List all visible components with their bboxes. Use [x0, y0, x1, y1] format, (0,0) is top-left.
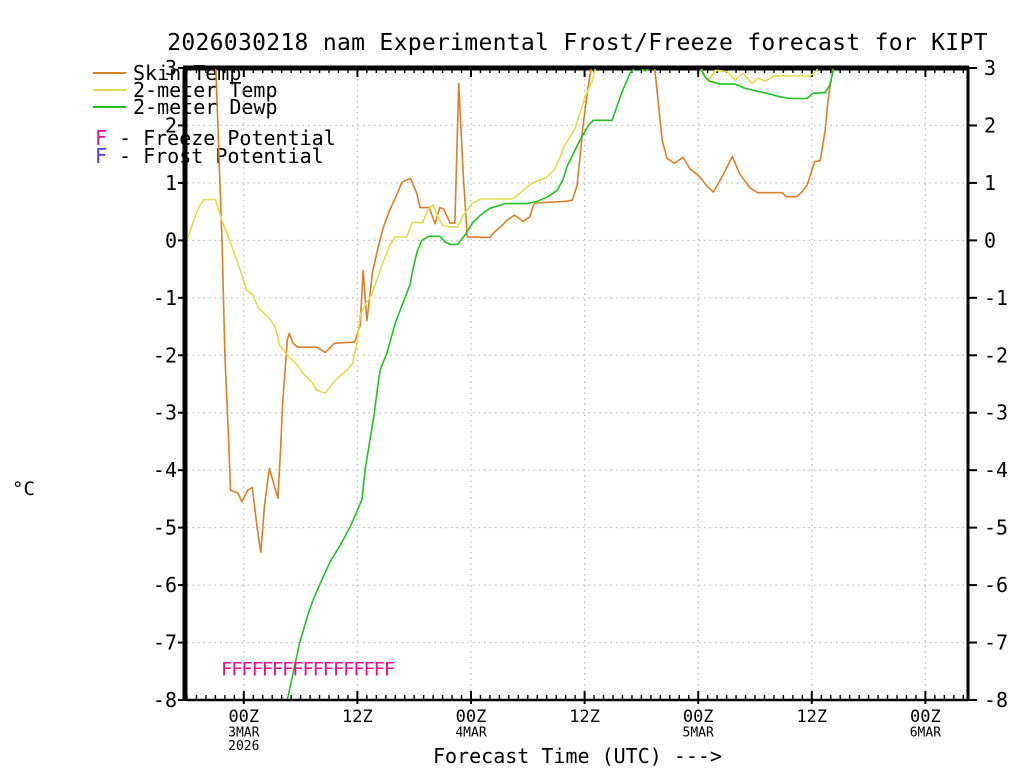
- x-tick-label: 00Z: [683, 707, 714, 727]
- freeze-potential-marker: F: [252, 658, 263, 680]
- y-tick-label-right: -6: [984, 573, 1008, 597]
- 2m-dewp-line-swatch: [93, 106, 126, 108]
- y-tick-label-left: -4: [153, 458, 177, 482]
- y-tick-label-right: 2: [984, 113, 996, 137]
- 2m-temp-line-swatch: [93, 89, 126, 91]
- legend-item-2m-temp: 2-meter Temp: [93, 78, 278, 102]
- y-tick-label-left: 0: [165, 228, 177, 252]
- freeze-potential-marker: F: [323, 658, 334, 680]
- legend-item-2m-dewp: 2-meter Dewp: [93, 95, 278, 119]
- x-tick-label: 00Z: [910, 707, 941, 727]
- y-tick-label-left: -6: [153, 573, 177, 597]
- legend-label: Freeze Potential: [143, 126, 336, 150]
- x-tick-label: 12Z: [569, 707, 600, 727]
- skin-temp-line-swatch: [93, 72, 126, 74]
- legend-label: 2-meter Temp: [133, 78, 278, 102]
- y-axis-unit-label: °C: [12, 478, 35, 500]
- y-tick-label-right: -2: [984, 343, 1008, 367]
- freeze-potential-marker: F: [353, 658, 364, 680]
- y-tick-label-right: -4: [984, 458, 1008, 482]
- freeze-potential-marker: F: [333, 658, 344, 680]
- freeze-potential-marker-glyph: F: [95, 126, 108, 150]
- y-tick-label-left: -7: [153, 631, 177, 655]
- y-tick-label-right: 1: [984, 171, 996, 195]
- freeze-potential-marker: F: [262, 658, 273, 680]
- y-tick-label-right: -1: [984, 286, 1008, 310]
- freeze-potential-marker: F: [231, 658, 242, 680]
- y-tick-label-right: -7: [984, 631, 1008, 655]
- freeze-potential-marker: F: [292, 658, 303, 680]
- freeze-potential-marker: F: [374, 658, 385, 680]
- y-tick-label-right: -3: [984, 401, 1008, 425]
- freeze-potential-marker: F: [282, 658, 293, 680]
- freeze-potential-marker: F: [302, 658, 313, 680]
- freeze-potential-marker: F: [241, 658, 252, 680]
- x-tick-label: 5MAR: [683, 726, 714, 741]
- y-tick-label-left: -2: [153, 343, 177, 367]
- y-tick-label-right: -5: [984, 516, 1008, 540]
- legend-label: 2-meter Dewp: [133, 95, 278, 119]
- x-tick-label: 12Z: [796, 707, 827, 727]
- x-tick-label: 6MAR: [910, 726, 941, 741]
- y-tick-label-left: -8: [153, 688, 177, 712]
- legend-label: Frost Potential: [143, 144, 324, 168]
- legend-item-frost-potential: F- Frost Potential: [95, 144, 324, 168]
- y-tick-label-left: -5: [153, 516, 177, 540]
- y-tick-label-left: 3: [165, 56, 177, 80]
- freeze-potential-marker: F: [221, 658, 232, 680]
- x-axis-title: Forecast Time (UTC) --->: [433, 744, 722, 768]
- y-tick-label-right: -8: [984, 688, 1008, 712]
- x-tick-label: 2026: [228, 739, 259, 754]
- freeze-potential-marker: F: [384, 658, 395, 680]
- x-tick-label: 3MAR: [228, 726, 259, 741]
- y-tick-label-right: 0: [984, 228, 996, 252]
- legend-item-freeze-potential: F- Freeze Potential: [95, 126, 336, 150]
- y-tick-label-left: 2: [165, 113, 177, 137]
- y-tick-label-left: -3: [153, 401, 177, 425]
- x-tick-label: 00Z: [456, 707, 487, 727]
- freeze-potential-marker: F: [364, 658, 375, 680]
- 2m-dewp-line: [286, 69, 835, 699]
- skin-temp-line: [215, 69, 834, 554]
- x-tick-label: 00Z: [228, 707, 259, 727]
- x-tick-label: 12Z: [342, 707, 373, 727]
- separator: -: [119, 126, 132, 150]
- chart-title: 2026030218 nam Experimental Frost/Freeze…: [167, 30, 988, 56]
- 2m-temp-line: [188, 69, 818, 395]
- frost-potential-marker-glyph: F: [95, 144, 108, 168]
- freeze-potential-marker: F: [272, 658, 283, 680]
- freeze-potential-marker: F: [343, 658, 354, 680]
- freeze-potential-marker: F: [313, 658, 324, 680]
- y-tick-label-left: 1: [165, 171, 177, 195]
- y-tick-label-left: -1: [153, 286, 177, 310]
- x-tick-label: 4MAR: [455, 726, 486, 741]
- y-tick-label-right: 3: [984, 56, 996, 80]
- separator: -: [119, 144, 132, 168]
